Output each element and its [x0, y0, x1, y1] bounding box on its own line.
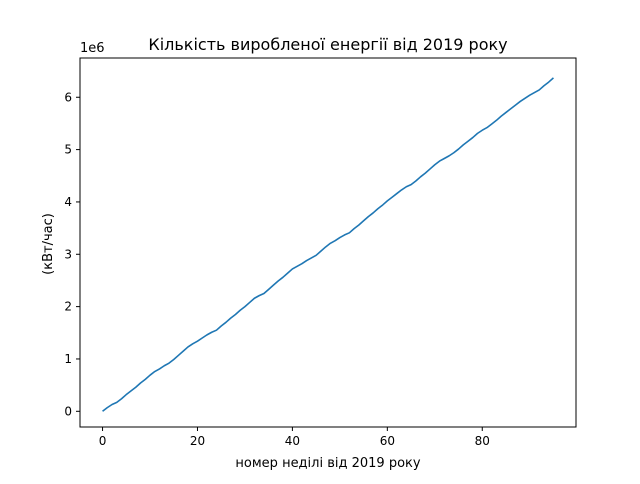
y-tick-label: 6 — [64, 90, 72, 104]
plot-frame — [79, 57, 577, 428]
y-tick-label: 1 — [64, 352, 72, 366]
y-axis-label: (кВт/час) — [41, 213, 56, 275]
y-tick-label: 0 — [64, 404, 72, 418]
chart-title: Кількість виробленої енергії від 2019 ро… — [148, 35, 507, 54]
x-tick-label: 40 — [285, 434, 300, 448]
x-tick-label: 60 — [380, 434, 395, 448]
x-axis-label: номер неділі від 2019 року — [235, 456, 420, 471]
x-tick-label: 0 — [99, 434, 107, 448]
series-line — [102, 77, 554, 412]
y-tick-label: 2 — [64, 300, 72, 314]
y-tick-label: 4 — [64, 195, 72, 209]
y-tick-label: 3 — [64, 247, 72, 261]
axis-ticks: 0 20 40 60 80 0 1 2 3 4 5 6 — [64, 90, 490, 448]
y-tick-label: 5 — [64, 143, 72, 157]
x-tick-label: 20 — [190, 434, 205, 448]
y-offset-label: 1e6 — [80, 41, 105, 56]
x-tick-label: 80 — [475, 434, 490, 448]
